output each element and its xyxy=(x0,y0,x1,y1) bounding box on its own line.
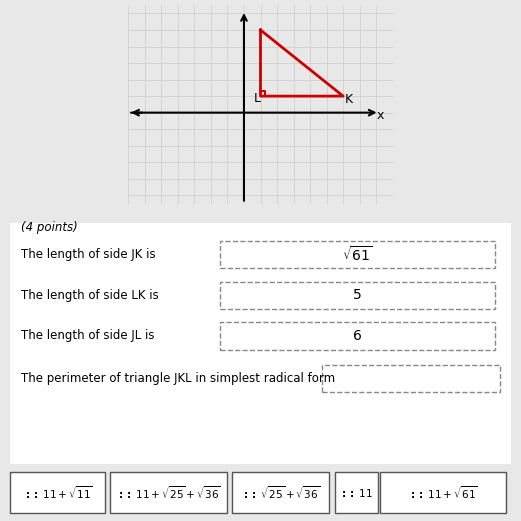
Text: The perimeter of triangle JKL in simplest radical form: The perimeter of triangle JKL in simples… xyxy=(20,372,334,385)
Text: $\mathbf{::}\ 11$: $\mathbf{::}\ 11$ xyxy=(339,487,373,499)
Text: L: L xyxy=(254,92,261,105)
Bar xyxy=(220,281,495,309)
Text: $\mathbf{::}\ 11 + \sqrt{11}$: $\mathbf{::}\ 11 + \sqrt{11}$ xyxy=(22,484,93,501)
Bar xyxy=(220,241,495,268)
Text: K: K xyxy=(345,93,353,106)
Bar xyxy=(334,472,378,513)
Text: $\sqrt{61}$: $\sqrt{61}$ xyxy=(342,245,373,264)
Text: $\mathbf{::}\ \sqrt{25} + \sqrt{36}$: $\mathbf{::}\ \sqrt{25} + \sqrt{36}$ xyxy=(241,484,320,501)
FancyBboxPatch shape xyxy=(10,222,511,464)
Bar xyxy=(110,472,227,513)
Bar xyxy=(220,322,495,350)
Text: The length of side JK is: The length of side JK is xyxy=(20,248,155,261)
Text: The length of side LK is: The length of side LK is xyxy=(20,289,158,302)
Bar xyxy=(380,472,505,513)
Text: 6: 6 xyxy=(353,329,362,343)
Bar xyxy=(10,472,105,513)
Text: x: x xyxy=(376,109,383,122)
Text: The length of side JL is: The length of side JL is xyxy=(20,329,154,342)
Text: 5: 5 xyxy=(353,288,362,302)
Text: $\mathbf{::}\ 11 + \sqrt{25} + \sqrt{36}$: $\mathbf{::}\ 11 + \sqrt{25} + \sqrt{36}… xyxy=(116,484,221,501)
Text: (4 points): (4 points) xyxy=(20,221,77,234)
Bar xyxy=(232,472,329,513)
Bar xyxy=(322,365,501,392)
Text: $\mathbf{::}\ 11 + \sqrt{61}$: $\mathbf{::}\ 11 + \sqrt{61}$ xyxy=(408,484,478,501)
